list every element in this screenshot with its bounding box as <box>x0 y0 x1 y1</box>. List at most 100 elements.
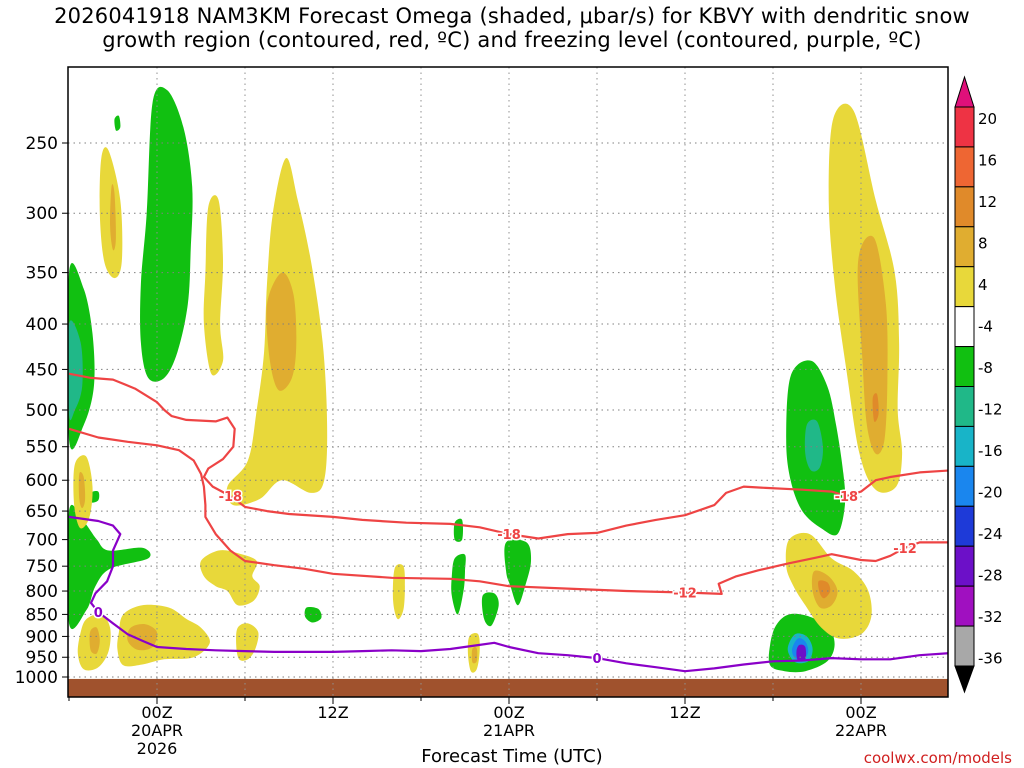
x-axis-title: Forecast Time (UTC) <box>421 746 603 767</box>
ytick-label-850: 850 <box>26 605 58 625</box>
colorbar-label--16: -16 <box>978 442 1003 460</box>
contour-label-2-0: 0 <box>94 606 103 621</box>
omega-region-10 <box>504 539 532 606</box>
colorbar: 20 16 12 8 4 -4 -8 -12 -16 -20 -24 -28 -32 -36 <box>954 75 1003 694</box>
ytick-label-900: 900 <box>26 627 58 647</box>
colorbar-label--28: -28 <box>978 567 1003 585</box>
colorbar-bin-8 <box>954 425 975 467</box>
colorbar-bin-4 <box>954 266 975 308</box>
grid-layer <box>68 67 948 697</box>
colorbar-label--12: -12 <box>978 401 1003 419</box>
xtick-label-36-0: 12Z <box>669 703 700 722</box>
contour-label-1-0: -12 <box>673 586 697 601</box>
omega-region-28 <box>200 550 260 606</box>
plot-frame <box>67 66 949 698</box>
omega-region-18 <box>266 272 297 391</box>
ytick-label-500: 500 <box>26 401 58 421</box>
contour-label-1-1: -12 <box>893 542 917 557</box>
omega-region-35 <box>818 580 831 599</box>
colorbar-label-20: 20 <box>978 110 997 128</box>
ytick-label-1000: 1000 <box>15 668 58 688</box>
colorbar-bin-5 <box>954 306 975 348</box>
colorbar-bin-7 <box>954 386 975 427</box>
contour-label-0-1: -18 <box>497 528 521 543</box>
omega-region-6 <box>304 606 322 623</box>
omega-region-23 <box>78 472 86 509</box>
xtick-label-48-0: 00Z <box>845 703 876 722</box>
xtick-label-0-0: 00Z <box>141 703 172 722</box>
ytick-label-950: 950 <box>26 648 58 668</box>
colorbar-bin-3 <box>954 226 975 268</box>
colorbar-arrow-top <box>954 75 975 108</box>
colorbar-label-16: 16 <box>978 152 997 170</box>
omega-region-32 <box>471 646 478 664</box>
omega-region-12 <box>804 419 823 472</box>
omega-region-7 <box>451 553 466 615</box>
ytick-label-400: 400 <box>26 315 58 335</box>
contour-dendritic-0 <box>68 372 948 540</box>
contour-layer: -18 -18 -18 -12 -12 0 0 <box>68 372 948 673</box>
colorbar-bin-0 <box>954 106 975 148</box>
omega-region-38 <box>872 393 879 423</box>
xtick-label-0-2: 2026 <box>137 739 178 758</box>
omega-region-29 <box>236 623 259 661</box>
colorbar-label--32: -32 <box>978 608 1003 626</box>
colorbar-label--8: -8 <box>978 359 993 377</box>
omega-region-16 <box>796 644 807 661</box>
colorbar-label-12: 12 <box>978 193 997 211</box>
ground-band <box>68 678 948 697</box>
colorbar-label--4: -4 <box>978 318 993 336</box>
omega-region-3 <box>68 320 83 421</box>
ytick-label-700: 700 <box>26 531 58 551</box>
colorbar-bin-11 <box>954 545 975 587</box>
ytick-label-800: 800 <box>26 582 58 602</box>
colorbar-label--36: -36 <box>978 650 1003 668</box>
ytick-label-600: 600 <box>26 471 58 491</box>
source-credit: coolwx.com/models <box>863 749 1012 767</box>
omega-region-37 <box>857 235 888 455</box>
colorbar-bin-1 <box>954 146 975 188</box>
omega-region-30 <box>392 564 405 620</box>
omega-region-26 <box>117 604 210 667</box>
omega-region-9 <box>481 592 499 627</box>
contour-label-0-0: -18 <box>219 490 243 505</box>
chart-title: 2026041918 NAM3KM Forecast Omega (shaded… <box>0 4 1024 52</box>
xtick-label-12-0: 12Z <box>317 703 348 722</box>
ytick-label-550: 550 <box>26 438 58 458</box>
colorbar-bin-10 <box>954 505 975 547</box>
colorbar-label--24: -24 <box>978 525 1003 543</box>
title-line-1: 2026041918 NAM3KM Forecast Omega (shaded… <box>54 4 970 28</box>
colorbar-bin-9 <box>954 465 975 507</box>
ground-layer <box>68 678 948 697</box>
contour-freezing-2 <box>68 515 948 673</box>
axes-layer: 2503003504004505005506006507007508008509… <box>15 134 887 758</box>
ytick-label-350: 350 <box>26 264 58 284</box>
xtick-label-0-1: 20APR <box>131 721 183 740</box>
ytick-label-250: 250 <box>26 134 58 154</box>
ytick-label-450: 450 <box>26 360 58 380</box>
omega-region-4 <box>68 504 151 630</box>
xtick-label-24-1: 21APR <box>483 721 535 740</box>
omega-region-19 <box>203 195 224 376</box>
ytick-label-300: 300 <box>26 204 58 224</box>
contour-label-0-2: -18 <box>835 490 859 505</box>
omega-region-25 <box>89 627 100 654</box>
colorbar-label-4: 4 <box>978 276 988 294</box>
omega-region-0 <box>140 86 193 382</box>
xtick-label-48-1: 22APR <box>835 721 887 740</box>
title-line-2: growth region (contoured, red, ºC) and f… <box>102 28 922 52</box>
omega-region-21 <box>110 184 116 251</box>
omega-shading-layer <box>68 86 903 673</box>
colorbar-bin-12 <box>954 585 975 627</box>
xtick-label-24-0: 00Z <box>493 703 524 722</box>
colorbar-bin-2 <box>954 186 975 228</box>
colorbar-label-8: 8 <box>978 235 988 253</box>
colorbar-bin-13 <box>954 625 975 667</box>
omega-region-1 <box>114 115 121 131</box>
ytick-label-650: 650 <box>26 502 58 522</box>
ytick-label-750: 750 <box>26 557 58 577</box>
contour-dendritic-1 <box>68 427 948 595</box>
colorbar-arrow-bottom <box>954 665 975 694</box>
colorbar-label--20: -20 <box>978 484 1003 502</box>
